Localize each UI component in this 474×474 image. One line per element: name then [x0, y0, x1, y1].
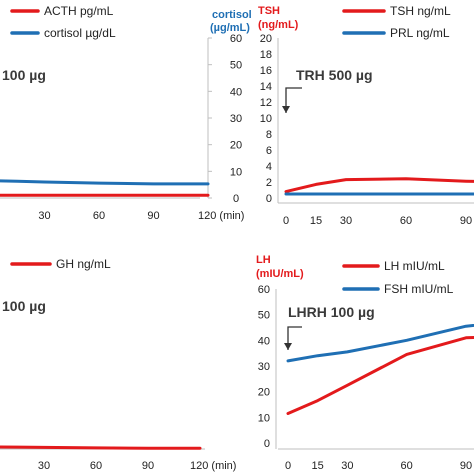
stimulus-annotation: TRH 500 µg [296, 67, 373, 83]
y-left-tick-label: 6 [266, 145, 272, 157]
y-left-tick-label: 10 [258, 412, 270, 424]
x-tick-label: 90 [142, 460, 154, 472]
stimulus-arrow-head [282, 106, 290, 113]
legend-label: cortisol µg/dL [44, 26, 116, 40]
x-tick-label: 60 [401, 460, 413, 472]
series-line-lh [286, 335, 474, 415]
y-right-axis-unit: (µg/mL) [210, 22, 250, 34]
y-right-tick-label: 40 [230, 86, 242, 98]
y-left-tick-label: 60 [258, 284, 270, 296]
y-left-tick-label: 16 [260, 65, 272, 77]
y-right-axis-title: cortisol [212, 9, 252, 21]
legend-label: GH ng/mL [56, 257, 111, 271]
x-tick-label: 60 [90, 460, 102, 472]
chart-panel-1: 30 60 90 120 (min) 0 10 20 30 40 50 60 cortisol(µg/… [0, 4, 252, 222]
legend-label: ACTH pg/mL [44, 4, 114, 18]
legend-label: PRL ng/mL [390, 26, 450, 40]
x-tick-label: 15 [312, 460, 324, 472]
chart-panel-2: 0 15 30 60 90 0 2 4 6 8 10 12 14 16 18 20 TSH (ng/mL) TSH … [258, 4, 474, 227]
y-left-tick-label: 10 [260, 113, 272, 125]
y-right-tick-label: 10 [230, 166, 242, 178]
y-left-tick-label: 0 [264, 438, 270, 450]
series-line-fsh [286, 323, 474, 363]
legend-label: TSH ng/mL [390, 4, 451, 18]
x-tick-label: 0 [283, 215, 289, 227]
stimulus-arrow-line [285, 87, 302, 113]
y-left-tick-label: 40 [258, 335, 270, 347]
x-tick-label: 90 [460, 460, 472, 472]
x-tick-label: 120 (min) [190, 460, 236, 472]
stimulus-arrow-head [284, 343, 292, 350]
y-right-tick-label: 60 [230, 33, 242, 45]
y-left-axis-title: TSH [258, 5, 280, 17]
legend-label: LH mIU/mL [384, 259, 445, 273]
y-right-tick-label: 0 [233, 193, 239, 205]
x-tick-label: 90 [147, 210, 159, 222]
y-left-tick-label: 14 [260, 81, 272, 93]
x-tick-label: 60 [400, 215, 412, 227]
y-left-tick-label: 20 [260, 33, 272, 45]
legend-label: FSH mIU/mL [384, 282, 454, 296]
x-tick-label: 30 [340, 215, 352, 227]
x-tick-label: 30 [38, 210, 50, 222]
series-line-cortisol [0, 179, 210, 186]
stimulus-arrow-line [287, 326, 302, 350]
y-left-tick-label: 18 [260, 49, 272, 61]
y-left-tick-label: 30 [258, 361, 270, 373]
y-left-axis-title: LH [256, 254, 271, 266]
chart-panel-4: 0 15 30 60 90 0 10 20 30 40 50 60 LH (mIU/mL) LH mIU/m… [256, 254, 474, 472]
y-left-tick-label: 50 [258, 310, 270, 322]
y-left-tick-label: 20 [258, 387, 270, 399]
x-tick-label: 15 [310, 215, 322, 227]
y-right-tick-label: 30 [230, 113, 242, 125]
y-right-tick-label: 20 [230, 140, 242, 152]
y-left-tick-label: 2 [266, 177, 272, 189]
x-tick-label: 0 [285, 460, 291, 472]
series-line-gh [0, 445, 202, 450]
y-left-tick-label: 8 [266, 129, 272, 141]
y-left-tick-label: 0 [266, 193, 272, 205]
x-tick-label: 30 [341, 460, 353, 472]
y-left-tick-label: 4 [266, 161, 272, 173]
y-left-axis-unit: (mIU/mL) [256, 268, 304, 280]
y-right-tick-label: 50 [230, 60, 242, 72]
x-tick-label: 90 [460, 215, 472, 227]
y-left-axis-unit: (ng/mL) [258, 19, 299, 31]
stimulus-annotation: 100 µg [2, 298, 46, 314]
stimulus-annotation: LHRH 100 µg [288, 304, 375, 320]
stimulus-annotation: 100 µg [2, 67, 46, 83]
series-line-tsh [284, 177, 474, 194]
x-tick-label: 30 [38, 460, 50, 472]
x-tick-label: 60 [93, 210, 105, 222]
x-tick-label: 120 (min) [198, 210, 244, 222]
y-left-tick-label: 12 [260, 97, 272, 109]
